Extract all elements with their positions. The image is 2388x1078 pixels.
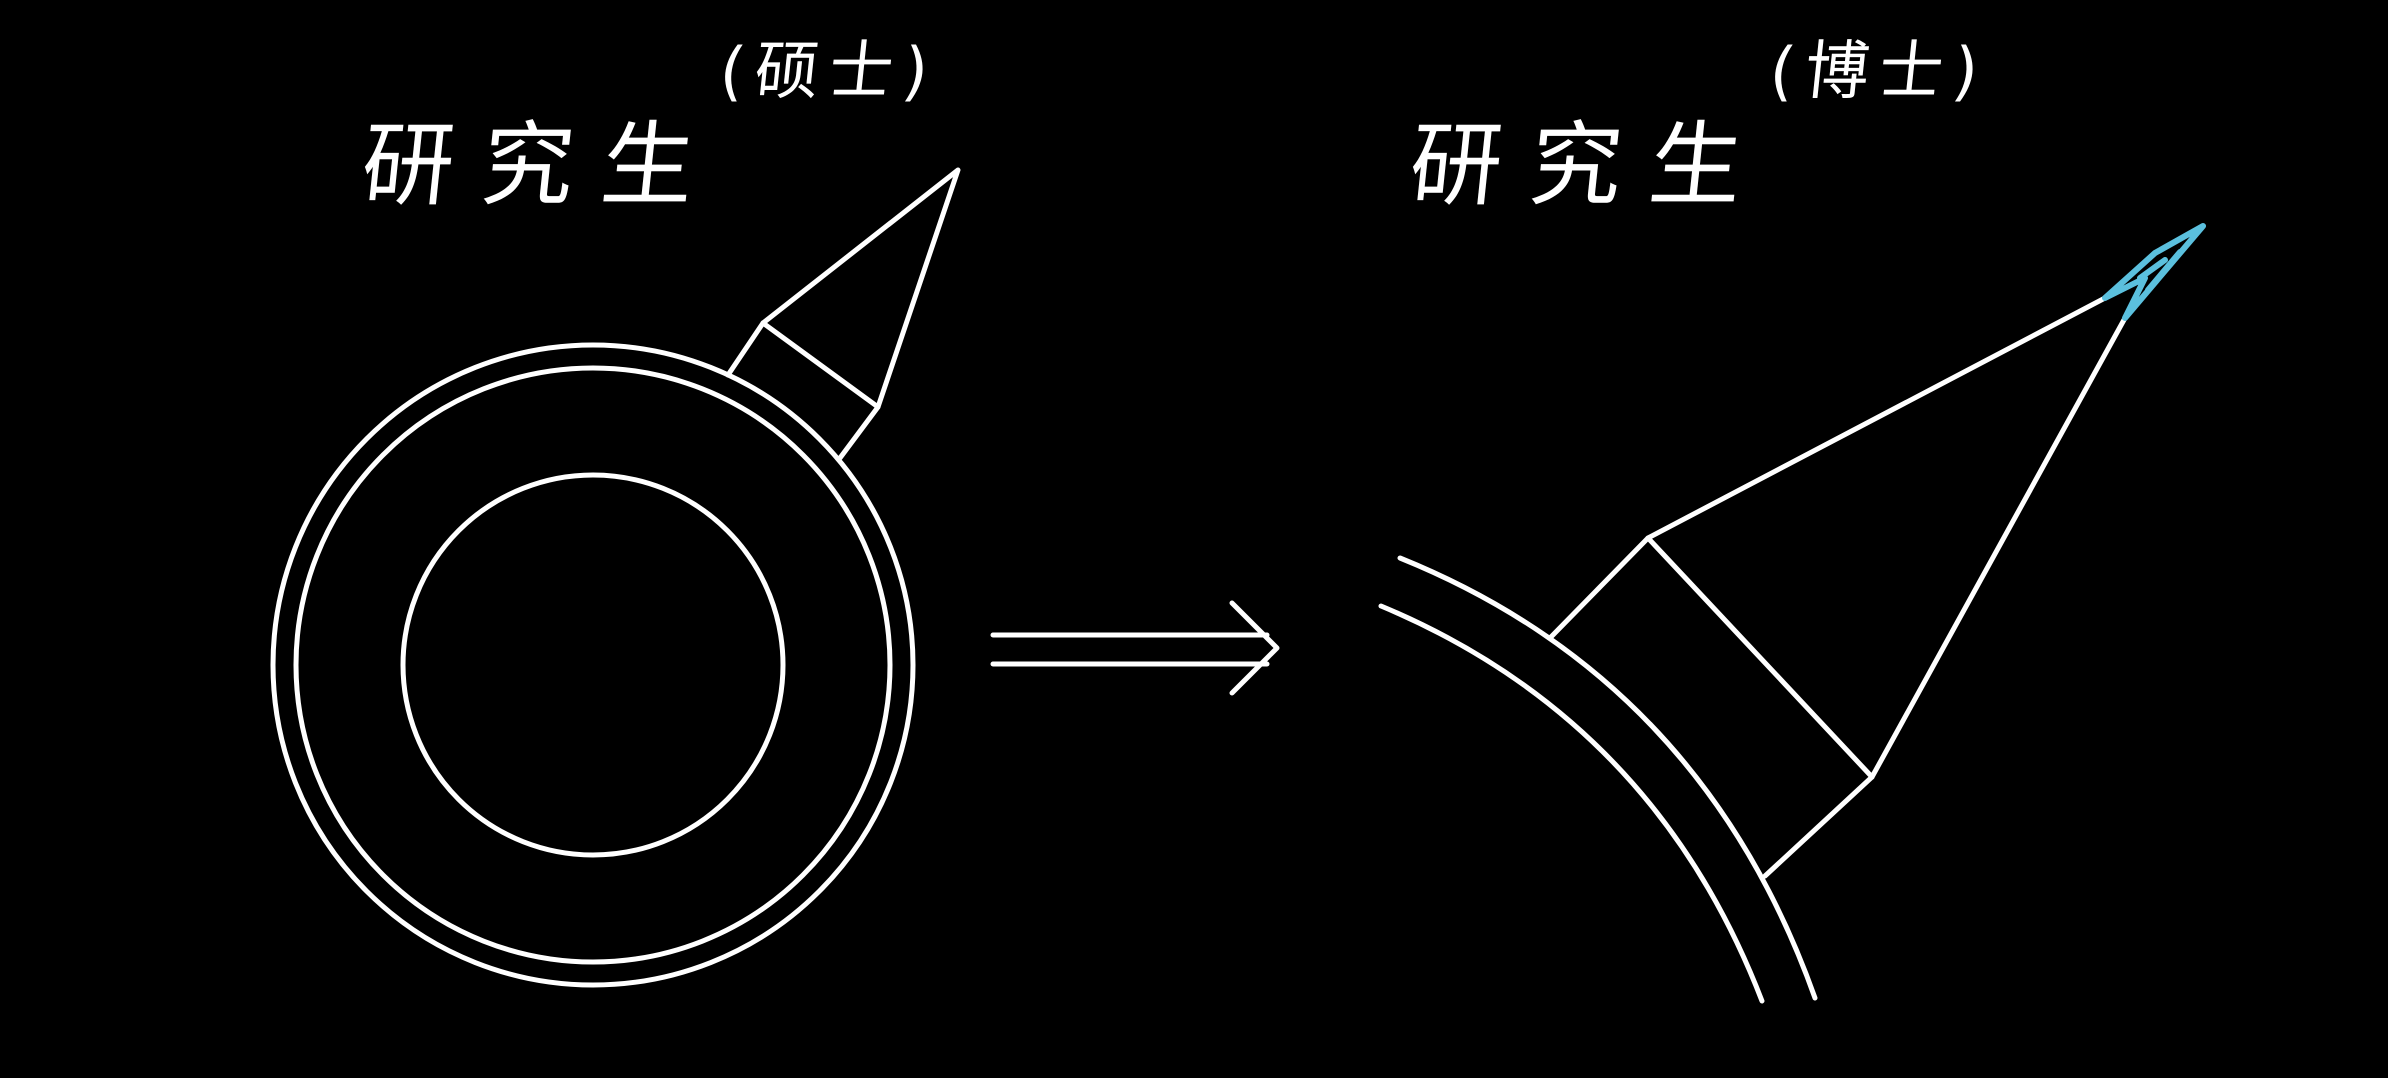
phd-spike-neck bbox=[1547, 535, 1875, 879]
phd-spike-cone bbox=[1645, 295, 2108, 541]
outer-knowledge-ring bbox=[270, 342, 916, 988]
middle-knowledge-ring bbox=[293, 365, 893, 965]
masters-spike-neck bbox=[725, 320, 881, 461]
masters-spike-cone bbox=[760, 167, 961, 410]
phd-spike-cone-edge bbox=[1869, 315, 2128, 780]
outer-knowledge-arc bbox=[1397, 555, 1818, 1001]
phd-spike-tip-highlight bbox=[2102, 223, 2206, 321]
inner-knowledge-circle bbox=[400, 472, 786, 858]
arrow-head bbox=[1229, 600, 1280, 696]
inner-knowledge-arc bbox=[1378, 603, 1765, 1004]
